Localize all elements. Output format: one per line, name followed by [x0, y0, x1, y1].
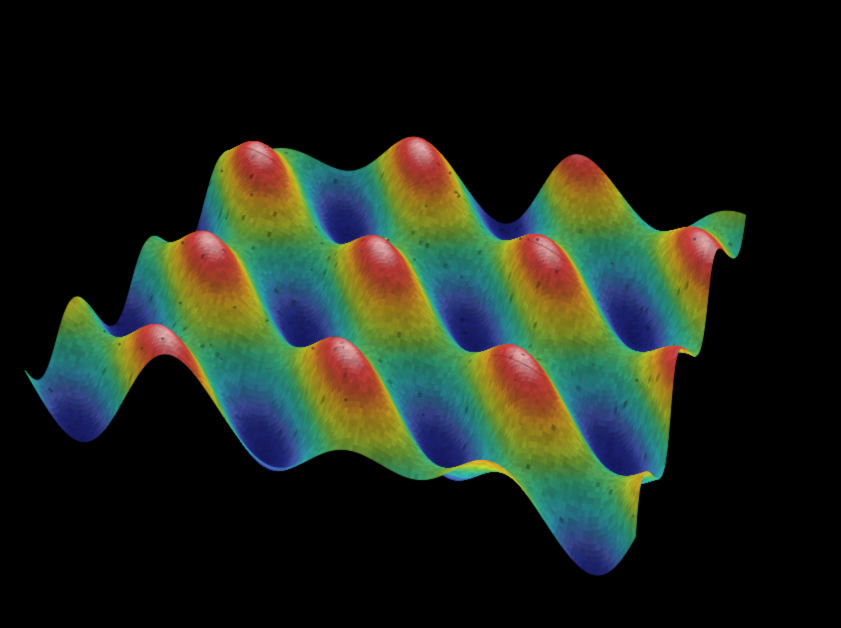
3d-surface-topography-canvas — [0, 0, 841, 628]
afm-3d-surface-view — [0, 0, 841, 628]
screenshot-root: { "page": { "background_color": "#000000… — [0, 0, 841, 628]
